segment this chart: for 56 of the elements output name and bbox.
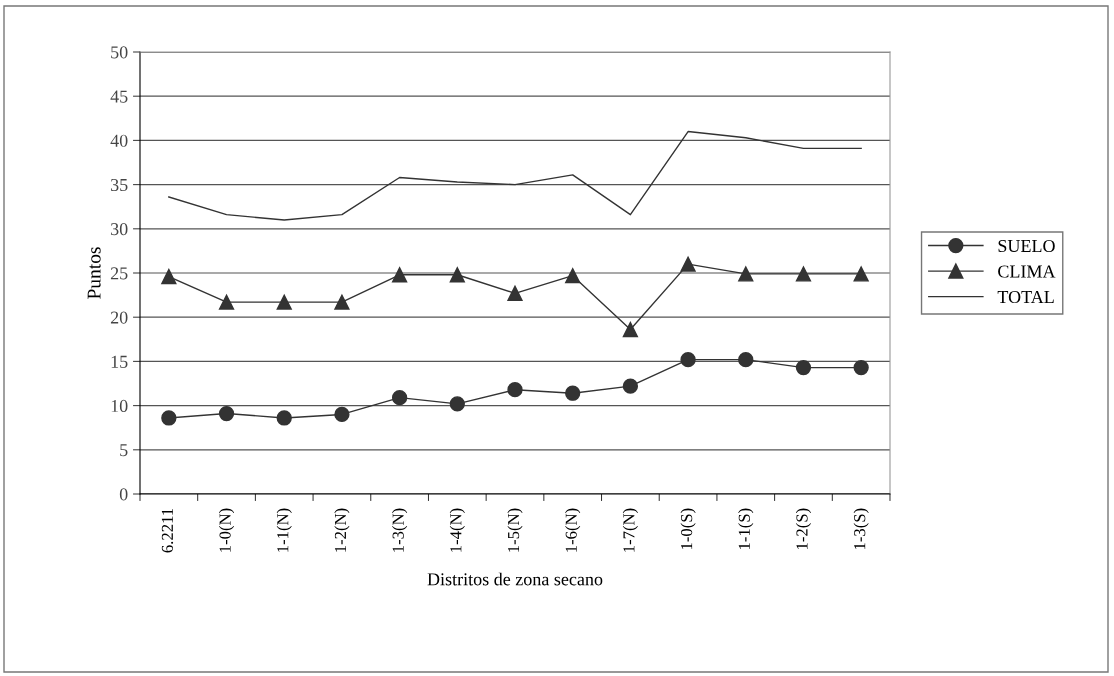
point xyxy=(391,390,408,406)
x-tick-label: 1-5(N) xyxy=(507,508,523,552)
legend-label: CLIMA xyxy=(998,265,1056,278)
point xyxy=(622,321,639,338)
x-tick-label: 1-1(S) xyxy=(738,508,754,550)
y-tick-label: 10 xyxy=(111,399,128,413)
point xyxy=(680,351,696,368)
point xyxy=(565,385,581,401)
y-tick-label: 25 xyxy=(110,267,128,280)
point xyxy=(218,294,235,310)
x-tick-label: 1-0(N) xyxy=(218,508,235,552)
y-tick-label: 15 xyxy=(111,355,128,368)
x-tick-label: 6.2211 xyxy=(161,508,174,553)
point xyxy=(161,268,177,285)
x-tick-label: 1-7(N) xyxy=(622,508,638,552)
y-tick-label: 20 xyxy=(110,311,128,324)
point xyxy=(507,285,523,301)
point xyxy=(334,294,350,310)
point xyxy=(161,410,177,426)
point xyxy=(334,406,350,423)
point xyxy=(738,266,754,282)
y-tick-label: 30 xyxy=(111,223,128,236)
line-series xyxy=(168,130,862,221)
y-tick-label: 5 xyxy=(120,444,128,457)
point xyxy=(795,359,812,376)
point xyxy=(276,410,292,426)
y-tick-label: 0 xyxy=(119,488,128,501)
point xyxy=(565,268,581,284)
x-tick-label: 1-2(N) xyxy=(334,508,350,552)
point xyxy=(449,396,465,412)
x-tick-label: 1-3(N) xyxy=(392,508,408,552)
point xyxy=(622,378,639,394)
y-tick-label: 50 xyxy=(111,46,128,59)
point xyxy=(795,266,812,282)
y-tick-label: 40 xyxy=(110,134,128,147)
x-tick-label: 1-3(S) xyxy=(853,508,869,550)
point xyxy=(449,267,465,283)
point xyxy=(680,256,696,272)
point xyxy=(853,359,869,376)
x-tick-label: 1-0(S) xyxy=(680,508,696,550)
x-axis-title: Distritos de zona secano xyxy=(427,572,603,586)
y-axis-title: Puntos xyxy=(87,247,101,299)
y-tick-label: 35 xyxy=(111,178,128,192)
point xyxy=(276,294,292,310)
x-tick-label: 1-2(S) xyxy=(795,508,812,550)
point xyxy=(738,351,754,368)
point xyxy=(391,267,408,283)
y-tick-label: 45 xyxy=(110,90,128,103)
x-tick-label: 1-1(N) xyxy=(276,508,292,552)
legend-label: TOTAL xyxy=(997,290,1054,304)
x-tick-label: 1-4(N) xyxy=(449,508,465,552)
legend-label: SUELO xyxy=(998,239,1055,253)
point xyxy=(218,405,235,422)
x-tick-label: 1-6(N) xyxy=(565,508,581,552)
point xyxy=(507,382,523,398)
point xyxy=(853,266,869,282)
